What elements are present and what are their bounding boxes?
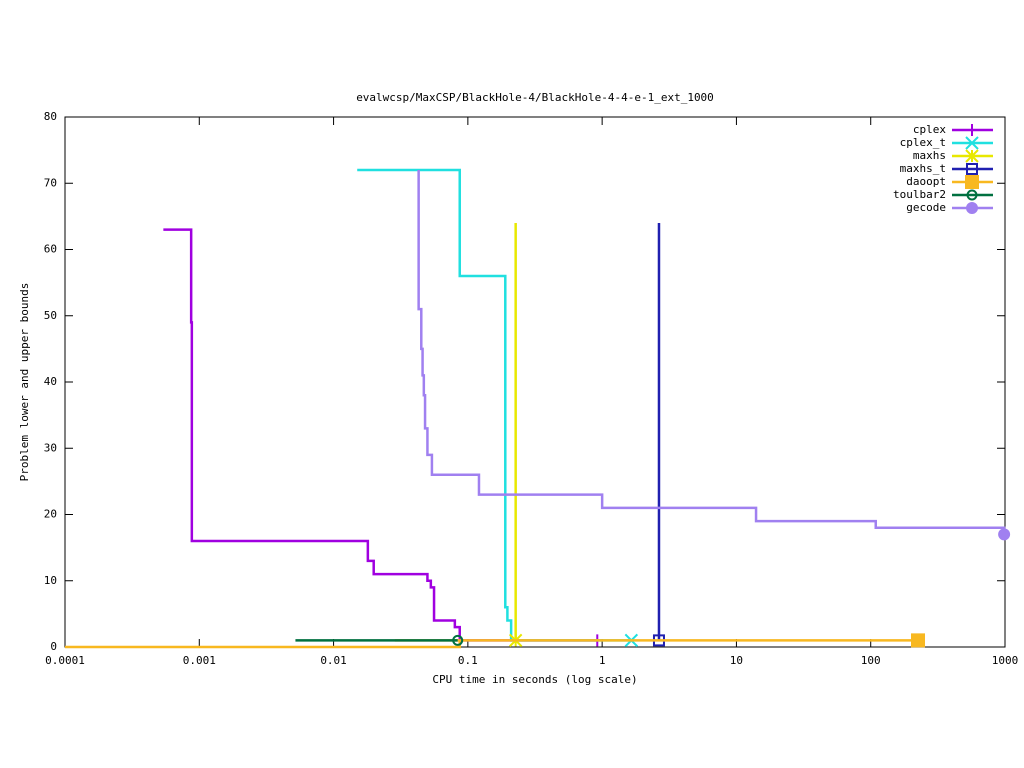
y-tick-label: 70 (44, 176, 57, 189)
legend-label: cplex (913, 123, 946, 136)
legend-label: cplex_t (900, 136, 946, 149)
legend-marker (966, 202, 978, 214)
y-tick-label: 10 (44, 574, 57, 587)
legend-marker (965, 175, 979, 189)
series-line (417, 170, 1006, 535)
x-tick-label: 0.0001 (45, 654, 85, 667)
y-tick-label: 60 (44, 243, 57, 256)
y-axis-label: Problem lower and upper bounds (18, 283, 31, 482)
legend-label: maxhs_t (900, 162, 946, 175)
marker (998, 528, 1011, 541)
y-tick-label: 40 (44, 375, 57, 388)
series-line (65, 639, 919, 649)
series-line (163, 228, 598, 642)
legend-marker (965, 149, 979, 163)
plot-border (64, 116, 1006, 648)
marker (911, 633, 926, 648)
chart-title: evalwcsp/MaxCSP/BlackHole-4/BlackHole-4-… (356, 91, 714, 104)
y-tick-label: 0 (50, 640, 57, 653)
legend-marker (966, 163, 978, 175)
legend-label: daoopt (906, 175, 946, 188)
y-tick-label: 50 (44, 309, 57, 322)
y-tick-label: 80 (44, 110, 57, 123)
marker (452, 634, 464, 646)
legend-marker (966, 124, 978, 136)
legend-marker (965, 136, 979, 150)
x-axis-label: CPU time in seconds (log scale) (432, 673, 637, 686)
x-tick-label: 10 (730, 654, 743, 667)
legend-label: gecode (906, 201, 946, 214)
x-tick-label: 1000 (992, 654, 1019, 667)
legend-label: toulbar2 (893, 188, 946, 201)
x-tick-label: 0.001 (183, 654, 216, 667)
x-tick-label: 0.01 (320, 654, 347, 667)
x-tick-label: 100 (861, 654, 881, 667)
x-tick-label: 0.1 (458, 654, 478, 667)
y-tick-label: 30 (44, 441, 57, 454)
series-line (357, 168, 632, 642)
y-tick-label: 20 (44, 508, 57, 521)
legend-marker (966, 189, 978, 201)
legend-label: maxhs (913, 149, 946, 162)
x-tick-label: 1 (599, 654, 606, 667)
